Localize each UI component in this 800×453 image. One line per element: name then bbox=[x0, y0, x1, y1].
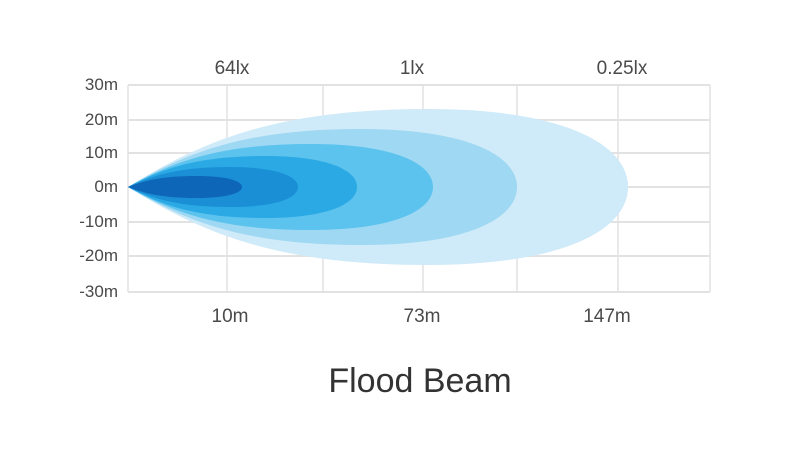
y-tick-label: 30m bbox=[84, 75, 118, 94]
distance-label-73m: 73m bbox=[403, 306, 441, 327]
y-tick-label: -10m bbox=[79, 212, 118, 231]
distance-label-10m: 10m bbox=[211, 306, 249, 327]
y-tick-label: -20m bbox=[79, 246, 118, 265]
lux-label-1lx: 1lx bbox=[399, 58, 425, 79]
lux-label-64lx: 64lx bbox=[214, 58, 250, 79]
y-tick-label: 0m bbox=[94, 177, 118, 196]
y-tick-label: -30m bbox=[79, 282, 118, 301]
chart-title: Flood Beam bbox=[328, 362, 512, 400]
beam-zones bbox=[128, 109, 628, 265]
beam-zone-6 bbox=[128, 176, 242, 198]
distance-label-147m: 147m bbox=[583, 306, 631, 327]
y-tick-label: 20m bbox=[84, 110, 118, 129]
y-tick-label: 10m bbox=[84, 143, 118, 162]
lux-label-0-25lx: 0.25lx bbox=[596, 58, 648, 79]
